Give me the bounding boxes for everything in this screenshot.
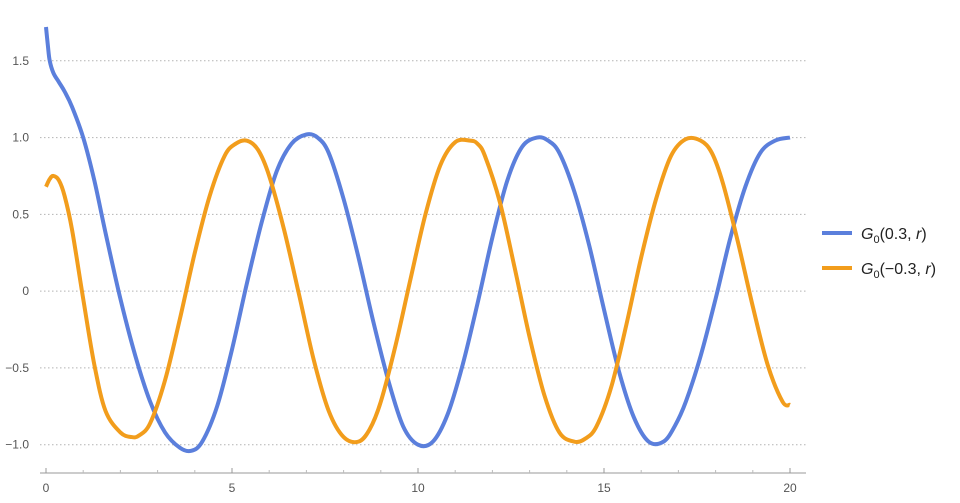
legend-label-2: G0(−0.3, r) bbox=[861, 261, 936, 281]
x-tick-label: 0 bbox=[43, 481, 50, 495]
x-tick-label: 5 bbox=[229, 481, 236, 495]
y-tick-label: 0.5 bbox=[12, 207, 29, 221]
legend-close: ) bbox=[921, 226, 926, 243]
legend-symbol: G bbox=[861, 226, 873, 243]
series-line-2 bbox=[44, 135, 791, 445]
x-tick-label: 15 bbox=[597, 481, 611, 495]
legend-symbol: G bbox=[861, 261, 873, 278]
axes: −1.0 −0.5 0 0.5 1.0 1.5 0 5 10 15 20 bbox=[5, 54, 806, 495]
legend-variable: r bbox=[916, 226, 922, 243]
legend-args: (0.3, bbox=[880, 226, 916, 243]
legend-close: ) bbox=[931, 261, 936, 278]
y-tick-label: −1.0 bbox=[5, 438, 29, 452]
y-tick-label: 1.0 bbox=[12, 131, 29, 145]
y-tick-label: −0.5 bbox=[5, 361, 29, 375]
x-tick-label: 10 bbox=[411, 481, 425, 495]
legend-subscript: 0 bbox=[873, 269, 879, 281]
legend-args: (−0.3, bbox=[880, 261, 926, 278]
series-line-1 bbox=[44, 26, 791, 454]
legend-subscript: 0 bbox=[873, 234, 879, 246]
y-tick-label: 1.5 bbox=[12, 54, 29, 68]
plot-area bbox=[44, 26, 791, 454]
y-tick-label: 0 bbox=[22, 284, 29, 298]
legend: G0(0.3, r)G0(−0.3, r) bbox=[822, 226, 936, 281]
legend-variable: r bbox=[925, 261, 931, 278]
x-tick-label: 20 bbox=[783, 481, 797, 495]
legend-label-1: G0(0.3, r) bbox=[861, 226, 927, 246]
